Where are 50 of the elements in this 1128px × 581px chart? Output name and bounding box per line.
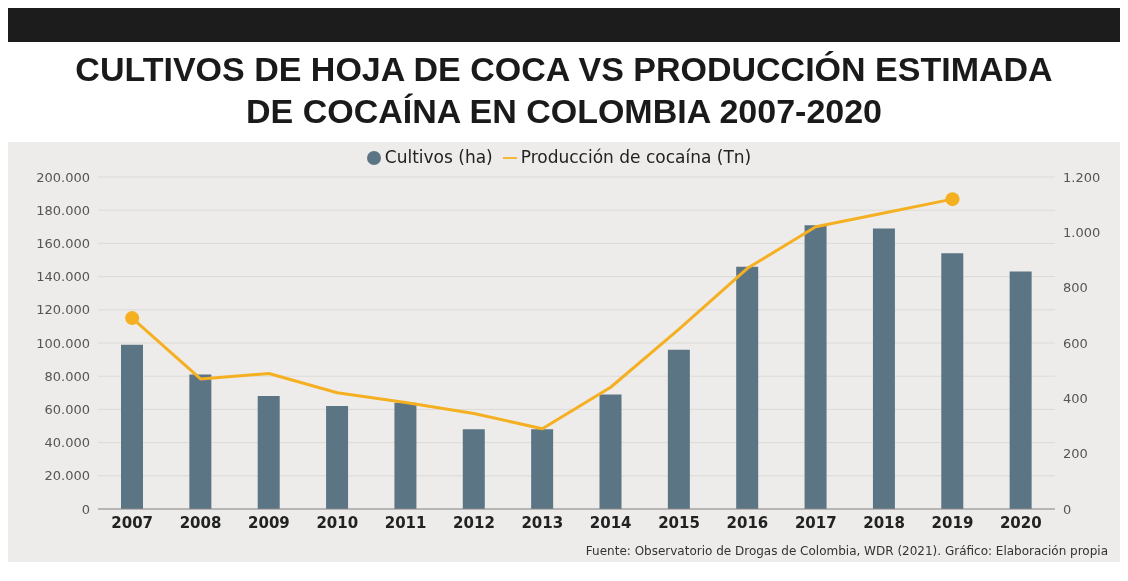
y2-tick-label: 400 [1063,390,1088,406]
legend-label: Producción de cocaína (Tn) [520,147,752,167]
y-tick-label: 60.000 [44,402,90,418]
y-tick-label: 200.000 [36,169,90,185]
bar [1009,271,1032,509]
legend-label: Cultivos (ha) [384,147,493,167]
chart-title: CULTIVOS DE HOJA DE COCA VS PRODUCCIÓN ESTIMADA DE COCAÍNA EN COLOMBIA 2007-2020 [8,42,1120,142]
y2-tick-label: 1.200 [1063,169,1101,185]
y-tick-label: 100.000 [36,335,90,351]
x-tick-label: 2010 [316,513,359,532]
bar [599,394,622,509]
y2-tick-label: 800 [1063,280,1088,296]
bar [189,374,212,509]
bar [872,228,895,509]
y-tick-label: 160.000 [36,236,90,252]
bar [326,406,349,509]
x-tick-label: 2020 [999,513,1042,532]
bar [257,396,280,509]
bar [941,253,964,509]
y-tick-label: 140.000 [36,269,90,285]
y-tick-label: 180.000 [36,202,90,218]
x-tick-label: 2017 [794,513,837,532]
bar [667,349,690,509]
bar [531,429,554,509]
bar [736,266,759,509]
y2-tick-label: 200 [1063,446,1088,462]
x-tick-label: 2012 [453,513,495,532]
y-tick-label: 40.000 [44,435,90,451]
x-tick-label: 2013 [521,513,564,532]
x-tick-label: 2011 [384,513,427,532]
y-tick-label: 20.000 [44,468,90,484]
y2-tick-label: 0 [1063,501,1072,517]
bar [462,429,485,509]
x-tick-label: 2015 [658,513,700,532]
x-tick-label: 2008 [179,513,222,532]
x-tick-label: 2019 [931,513,974,532]
x-tick-label: 2016 [726,513,769,532]
y-tick-label: 80.000 [44,368,90,384]
x-tick-label: 2014 [589,513,632,532]
y-tick-label: 120.000 [36,302,90,318]
source-note: Fuente: Observatorio de Drogas de Colombia, WDR (2021). Gráfico: Elaboración propia [584,543,1109,560]
y2-tick-label: 600 [1063,335,1088,351]
x-tick-label: 2018 [863,513,905,532]
bar [121,344,143,509]
x-tick-label: 2009 [248,513,290,532]
x-tick-label: 2007 [111,513,154,532]
bar [394,402,417,509]
y2-tick-label: 1.000 [1063,224,1101,240]
bar [804,225,827,509]
y-tick-label: 0 [81,501,90,517]
